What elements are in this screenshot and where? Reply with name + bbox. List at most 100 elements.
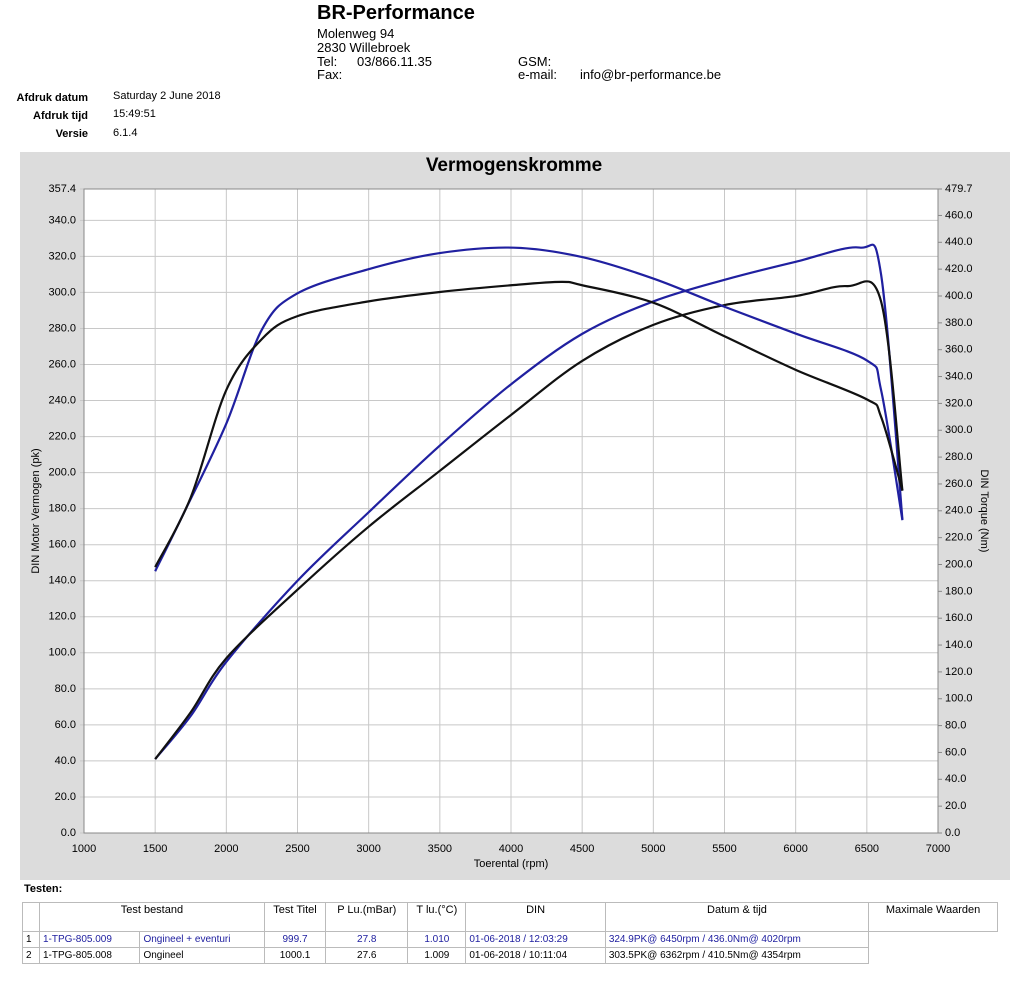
y-tick-label: 140.0	[48, 575, 76, 587]
y2-tick-label: 280.0	[945, 451, 973, 463]
y-tick-label: 357.4	[48, 183, 76, 195]
table-cell: 01-06-2018 / 10:11:04	[465, 947, 606, 964]
x-tick-label: 2000	[214, 843, 238, 855]
results-table: Test bestand Test Titel P Lu.(mBar) T lu.(°…	[22, 902, 998, 964]
email-label: e-mail:	[518, 67, 558, 82]
y2-tick-label: 100.0	[945, 693, 973, 705]
table-cell: 1.010	[407, 931, 467, 948]
x-tick-label: 3000	[356, 843, 380, 855]
header-cell: Test Titel	[263, 902, 327, 932]
y-tick-label: 240.0	[48, 394, 76, 406]
header-cell: T lu.(°C)	[407, 902, 467, 932]
y2-axis-label: DIN Torque (Nm)	[978, 470, 990, 553]
plot-frame	[83, 188, 939, 834]
table-cell: 1.009	[407, 947, 467, 964]
y2-tick-label: 460.0	[945, 209, 973, 221]
street: Molenweg 94	[317, 26, 395, 41]
curve	[154, 246, 904, 572]
header-cell: Test bestand	[39, 902, 265, 932]
y2-tick-label: 300.0	[945, 424, 973, 436]
print-value: 15:49:51	[113, 108, 156, 120]
y-tick-label: 300.0	[48, 286, 76, 298]
table-caption: Testen:	[24, 883, 63, 895]
print-label: Afdruk tijd	[33, 110, 88, 122]
print-value: Saturday 2 June 2018	[113, 90, 221, 102]
table-cell: 1-TPG-805.009	[38, 931, 141, 948]
y2-tick-label: 80.0	[945, 720, 966, 732]
y2-tick-label: 360.0	[945, 344, 973, 356]
y2-tick-label: 40.0	[945, 773, 966, 785]
y2-tick-label: 60.0	[945, 746, 966, 758]
company: BR-Performance	[317, 2, 475, 24]
y-tick-label: 100.0	[48, 647, 76, 659]
x-tick-label: 3500	[428, 843, 452, 855]
tel: 03/866.11.35	[357, 54, 432, 69]
y-axis-label: DIN Motor Vermogen (pk)	[30, 448, 42, 573]
y2-tick-label: 220.0	[945, 532, 973, 544]
table-cell: 2	[22, 947, 40, 964]
y2-tick-label: 320.0	[945, 397, 973, 409]
table-cell: 27.8	[325, 931, 409, 948]
x-tick-label: 5000	[641, 843, 665, 855]
x-tick-label: 7000	[926, 843, 950, 855]
y-tick-label: 0.0	[61, 827, 76, 839]
tel-label: Tel:	[317, 54, 338, 69]
y2-tick-label: 120.0	[945, 666, 973, 678]
y2-tick-label: 20.0	[945, 800, 966, 812]
y2-tick-label: 240.0	[945, 505, 973, 517]
x-axis-label: Toerental (rpm)	[474, 858, 549, 870]
email: info@br-performance.be	[580, 67, 722, 82]
y-tick-label: 280.0	[48, 322, 76, 334]
y2-tick-label: 180.0	[945, 585, 973, 597]
table-row: 1 1-TPG-805.009 Ongineel + eventuri 999.7 27…	[22, 931, 998, 948]
y2-tick-label: 400.0	[945, 290, 973, 302]
print-label: Afdruk datum	[16, 92, 89, 104]
curve	[154, 280, 904, 760]
table-cell: 01-06-2018 / 12:03:29	[465, 931, 606, 948]
gsm-label: GSM:	[518, 54, 552, 69]
y2-tick-label: 340.0	[945, 370, 973, 382]
x-tick-label: 1000	[72, 843, 96, 855]
y2-tick-label: 140.0	[945, 639, 973, 651]
fax-label: Fax:	[317, 67, 343, 82]
y-tick-label: 260.0	[48, 358, 76, 370]
table-cell: 999.7	[263, 931, 327, 948]
table-row: 2 1-TPG-805.008 Ongineel 1000.1 27.6 1.009 01-…	[22, 947, 998, 964]
y2-tick-label: 260.0	[945, 478, 973, 490]
y2-tick-label: 380.0	[945, 317, 973, 329]
header-row: Test bestand Test Titel P Lu.(mBar) T lu.(°…	[22, 902, 998, 932]
x-tick-label: 1500	[143, 843, 167, 855]
city: 2830 Willebroek	[317, 40, 411, 55]
y-tick-label: 40.0	[55, 755, 76, 767]
y-tick-label: 120.0	[48, 611, 76, 623]
y2-tick-label: 0.0	[945, 827, 960, 839]
y2-tick-label: 420.0	[945, 263, 973, 275]
y-tick-label: 340.0	[48, 214, 76, 226]
table-cell: Ongineel + eventuri	[139, 931, 265, 948]
curve	[154, 280, 904, 568]
print-label: Versie	[55, 128, 88, 140]
x-tick-label: 6500	[855, 843, 879, 855]
table-cell: 303.5PK@ 6362rpm / 410.5Nm@ 4354rpm	[604, 947, 870, 964]
x-tick-label: 6000	[783, 843, 807, 855]
table-cell: Ongineel	[139, 947, 265, 964]
y-tick-label: 220.0	[48, 430, 76, 442]
y-tick-label: 20.0	[55, 791, 76, 803]
table-cell: 27.6	[325, 947, 409, 964]
header-cell: Maximale Waarden	[868, 902, 998, 932]
y-tick-label: 80.0	[55, 683, 76, 695]
y2-tick-label: 160.0	[945, 612, 973, 624]
y-tick-label: 160.0	[48, 539, 76, 551]
header-cell: Datum & tijd	[604, 902, 870, 932]
header-cell	[22, 902, 40, 932]
table-cell: 324.9PK@ 6450rpm / 436.0Nm@ 4020rpm	[604, 931, 870, 948]
x-tick-label: 5500	[712, 843, 736, 855]
y2-tick-label: 200.0	[945, 558, 973, 570]
y-tick-label: 200.0	[48, 467, 76, 479]
y-tick-label: 60.0	[55, 719, 76, 731]
y2-tick-label: 440.0	[945, 236, 973, 248]
print-value: 6.1.4	[113, 127, 138, 139]
table-cell: 1	[22, 931, 40, 948]
chart: Vermogenskromme Toerental (rpm) DIN Moto…	[20, 152, 1010, 880]
